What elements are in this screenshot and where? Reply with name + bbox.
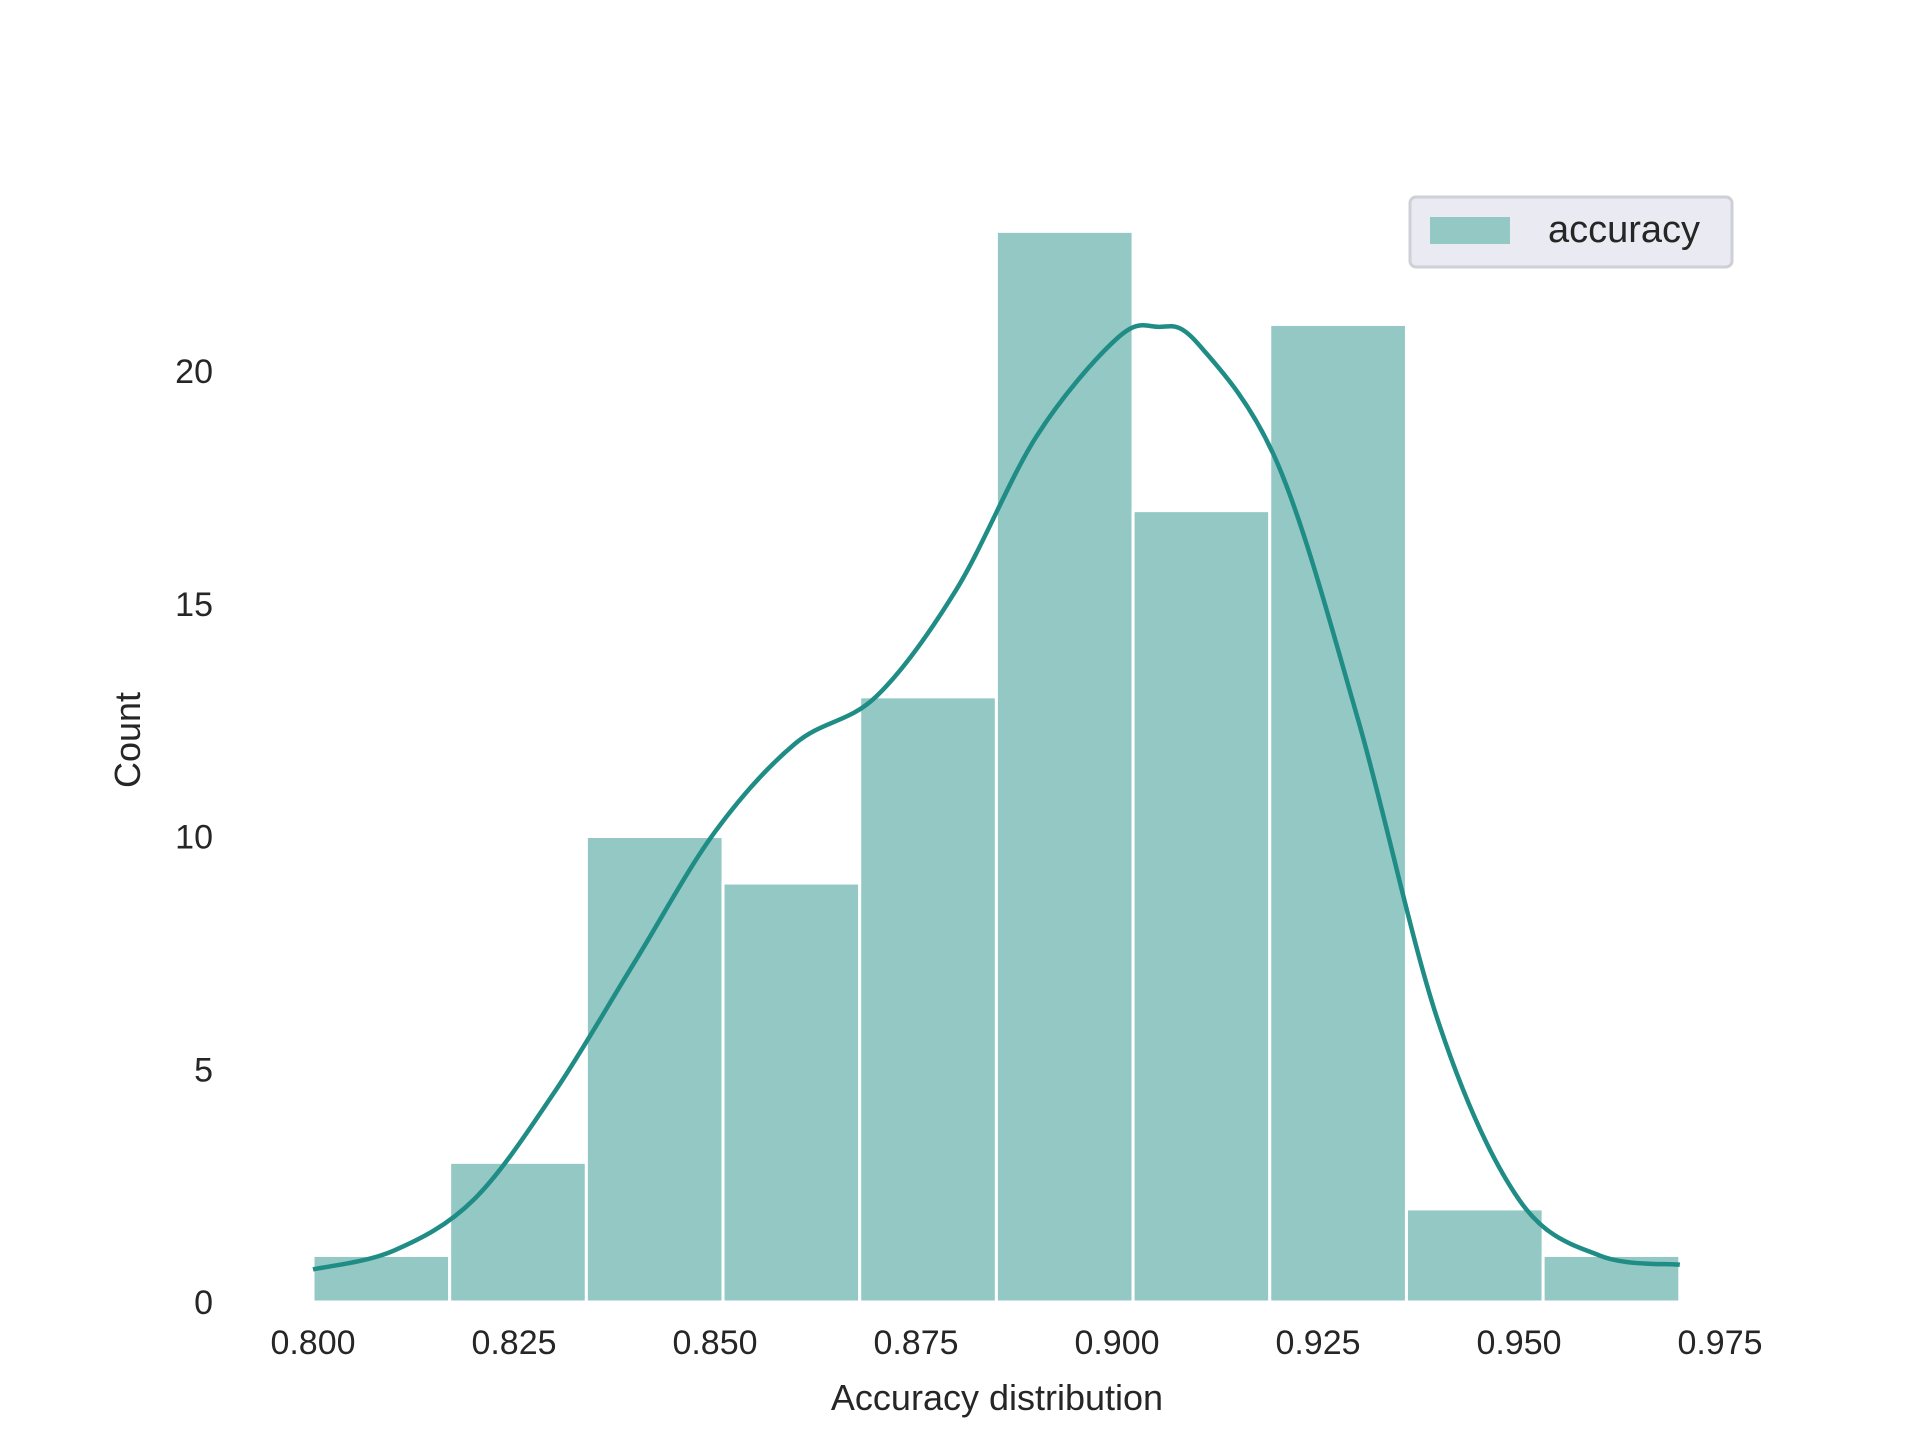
histogram-bar bbox=[448, 1160, 588, 1304]
histogram-bar bbox=[584, 835, 725, 1304]
x-tick-label: 0.900 bbox=[1074, 1324, 1159, 1362]
histogram-bar bbox=[1404, 1207, 1545, 1304]
y-axis-label: Count bbox=[107, 692, 148, 788]
x-axis-label: Accuracy distribution bbox=[831, 1377, 1163, 1418]
histogram-bar bbox=[1131, 509, 1272, 1304]
x-tick-label: 0.875 bbox=[873, 1324, 958, 1362]
histogram-bar bbox=[721, 881, 862, 1304]
histogram-bar bbox=[858, 695, 998, 1304]
x-tick-label: 0.850 bbox=[672, 1324, 757, 1362]
y-tick-label: 15 bbox=[175, 586, 213, 624]
histogram-bar bbox=[994, 229, 1135, 1304]
bars-group bbox=[311, 229, 1682, 1304]
y-tick-label: 10 bbox=[175, 819, 213, 857]
legend-label: accuracy bbox=[1548, 209, 1700, 251]
histogram-bar bbox=[1268, 322, 1408, 1304]
legend: accuracy bbox=[1408, 195, 1734, 269]
kde-line bbox=[312, 323, 1681, 1272]
legend-box bbox=[1408, 195, 1734, 269]
histogram-bar bbox=[311, 1253, 452, 1304]
x-tick-label: 0.975 bbox=[1677, 1324, 1762, 1362]
y-tick-label: 0 bbox=[194, 1284, 213, 1322]
x-tick-label: 0.800 bbox=[270, 1324, 355, 1362]
y-tick-label: 5 bbox=[194, 1051, 213, 1089]
y-tick-label: 20 bbox=[175, 353, 213, 391]
x-tick-label: 0.950 bbox=[1476, 1324, 1561, 1362]
y-tick-labels: 0 5 10 15 20 bbox=[175, 353, 213, 1322]
x-tick-labels: 0.800 0.825 0.850 0.875 0.900 0.925 0.950 0.975 bbox=[270, 1324, 1762, 1362]
x-tick-label: 0.925 bbox=[1275, 1324, 1360, 1362]
legend-swatch bbox=[1430, 217, 1510, 244]
x-tick-label: 0.825 bbox=[471, 1324, 556, 1362]
